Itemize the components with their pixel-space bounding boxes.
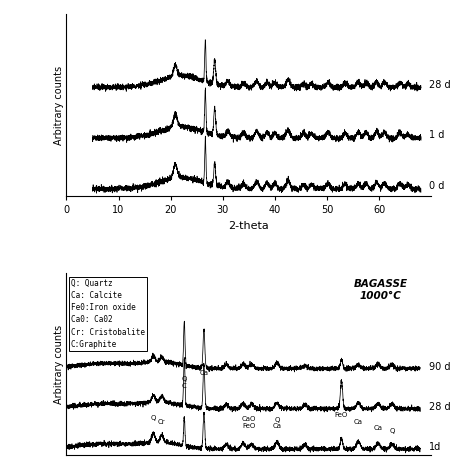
Text: Q: Q — [389, 428, 395, 434]
Text: Cr: Cr — [158, 419, 165, 425]
Y-axis label: Arbitrary counts: Arbitrary counts — [54, 66, 64, 145]
Text: 90 d: 90 d — [428, 362, 450, 372]
Text: FeO: FeO — [335, 412, 348, 418]
Text: Ca: Ca — [354, 419, 363, 426]
Text: Ca: Ca — [200, 370, 209, 376]
Text: Q: Quartz
Ca: Calcite
Fe0:Iron oxide
Ca0: Ca02
Cr: Cristobalite
C:Graphite: Q: Quartz Ca: Calcite Fe0:Iron oxide Ca0… — [71, 279, 145, 349]
Text: Q: Q — [151, 415, 156, 420]
Text: 28 d: 28 d — [428, 401, 450, 411]
Text: Q
Ca: Q Ca — [273, 417, 282, 429]
X-axis label: 2-theta: 2-theta — [228, 221, 269, 231]
Text: 0 d: 0 d — [429, 181, 444, 191]
Y-axis label: Arbitrary counts: Arbitrary counts — [54, 324, 64, 403]
Text: 28 d: 28 d — [429, 80, 450, 90]
Text: 1d: 1d — [428, 442, 441, 452]
Text: Ca: Ca — [374, 425, 383, 431]
Text: 1 d: 1 d — [429, 130, 444, 140]
Text: Q
C: Q C — [182, 376, 187, 389]
Text: BAGASSE
1000°C: BAGASSE 1000°C — [354, 279, 408, 301]
Text: CaO
FeO: CaO FeO — [242, 416, 256, 428]
